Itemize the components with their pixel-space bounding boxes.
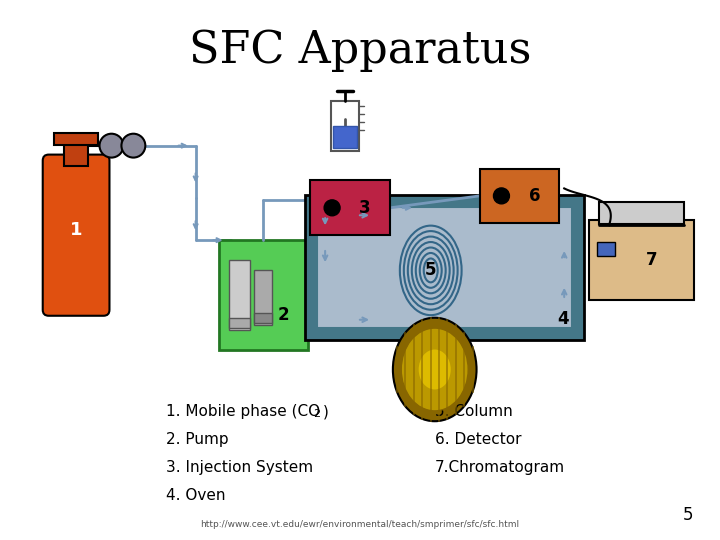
- Text: 6. Detector: 6. Detector: [435, 432, 521, 447]
- Bar: [254, 313, 272, 323]
- Text: ): ): [323, 404, 329, 419]
- Text: http://www.cee.vt.edu/ewr/environmental/teach/smprimer/sfc/sfc.html: http://www.cee.vt.edu/ewr/environmental/…: [200, 519, 520, 529]
- Ellipse shape: [401, 328, 468, 411]
- Text: 2. Pump: 2. Pump: [166, 432, 228, 447]
- Text: 3: 3: [359, 199, 371, 217]
- Bar: [333, 126, 357, 147]
- Ellipse shape: [418, 349, 451, 390]
- Text: 5. Column: 5. Column: [435, 404, 513, 419]
- Text: 7.Chromatogram: 7.Chromatogram: [435, 460, 564, 475]
- Bar: [64, 140, 88, 166]
- Text: 6: 6: [528, 187, 540, 205]
- Circle shape: [122, 134, 145, 158]
- Text: 2: 2: [277, 306, 289, 324]
- Text: 4: 4: [557, 310, 570, 328]
- Text: 4. Oven: 4. Oven: [166, 488, 225, 503]
- Text: 2: 2: [313, 409, 320, 419]
- Bar: [228, 318, 251, 328]
- Text: SFC Apparatus: SFC Apparatus: [189, 29, 531, 72]
- Text: 1: 1: [70, 221, 82, 239]
- Bar: [331, 101, 359, 151]
- Circle shape: [493, 188, 510, 204]
- Bar: [597, 242, 615, 256]
- Text: 5: 5: [425, 261, 436, 279]
- Bar: [589, 220, 693, 300]
- Text: 3. Injection System: 3. Injection System: [166, 460, 313, 475]
- Ellipse shape: [393, 318, 477, 421]
- Text: 1. Mobile phase (CO: 1. Mobile phase (CO: [166, 404, 320, 419]
- Bar: [219, 240, 308, 349]
- Bar: [599, 202, 684, 224]
- Text: 5: 5: [683, 505, 693, 524]
- Bar: [254, 270, 272, 325]
- Bar: [228, 260, 251, 330]
- Circle shape: [324, 200, 340, 216]
- FancyBboxPatch shape: [42, 154, 109, 316]
- Bar: [305, 195, 584, 340]
- Bar: [310, 180, 390, 235]
- Bar: [54, 133, 98, 145]
- Circle shape: [99, 134, 123, 158]
- Bar: [480, 168, 559, 223]
- Bar: [318, 207, 572, 328]
- Text: 7: 7: [646, 251, 657, 269]
